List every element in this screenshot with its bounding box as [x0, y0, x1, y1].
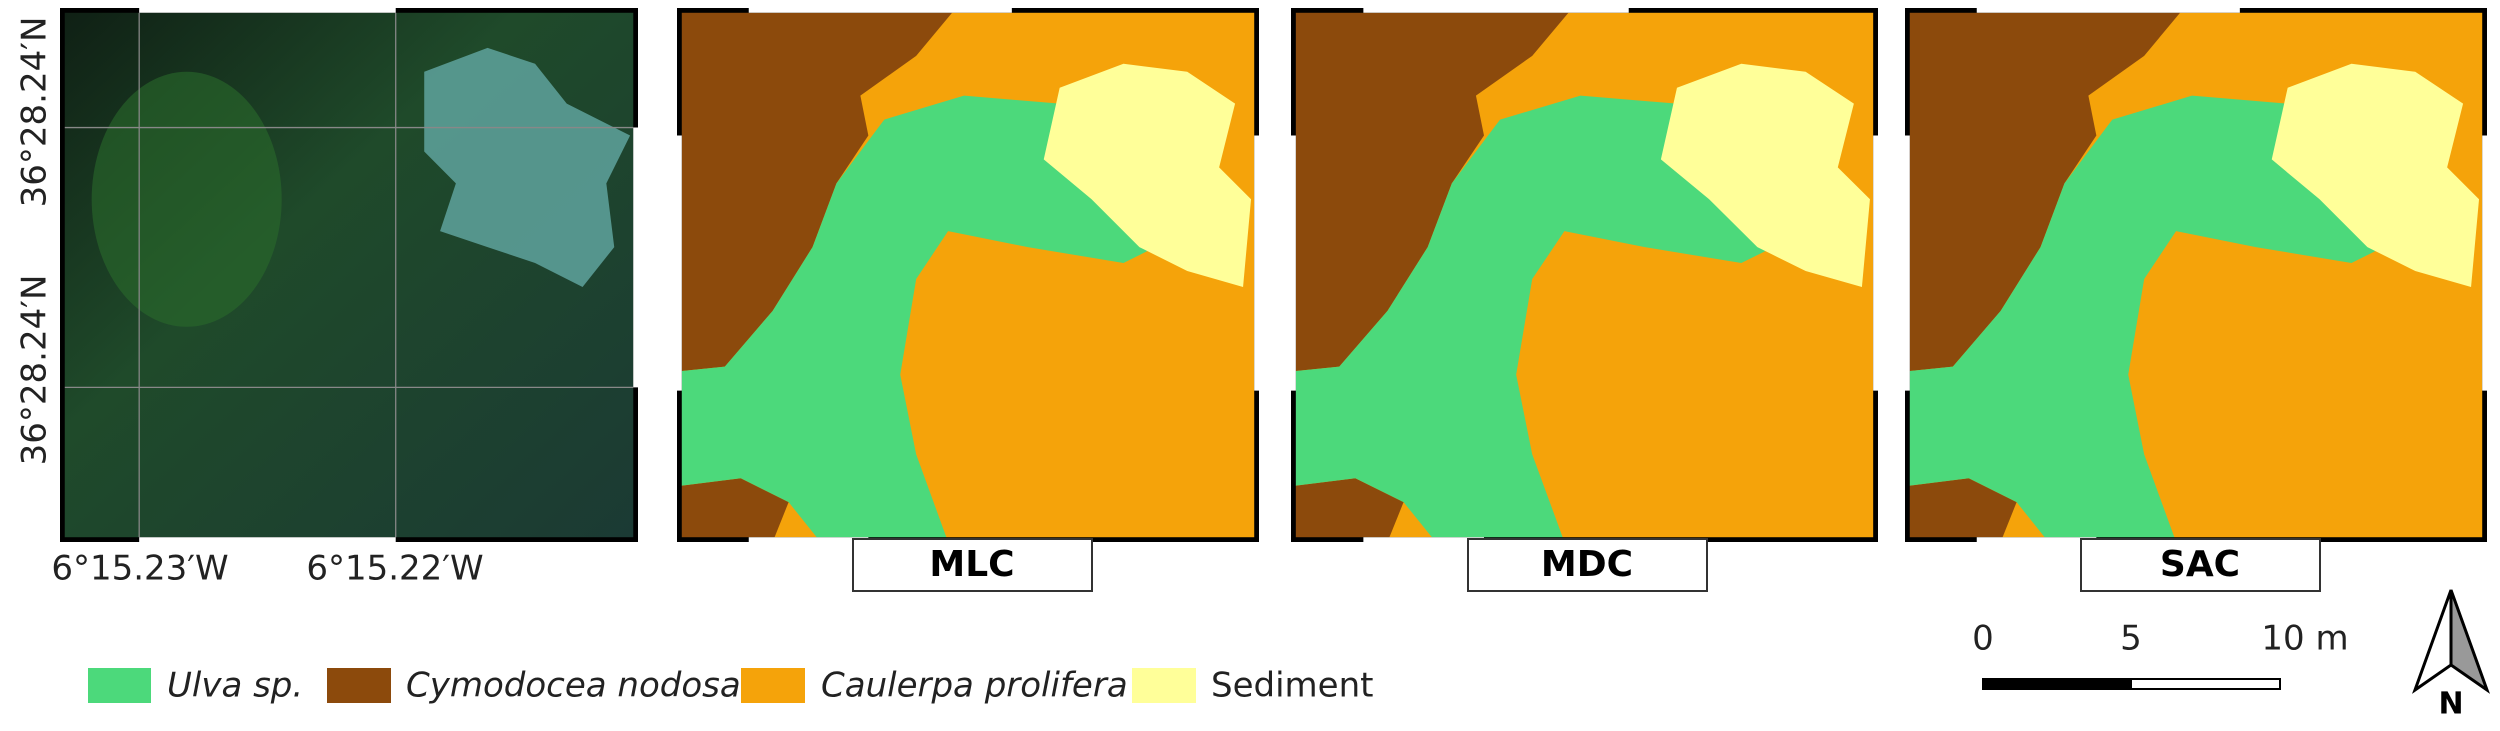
scale-bar: [1982, 678, 2132, 690]
lat-label: 36°28.24′N: [15, 275, 55, 466]
map-panel: [1905, 8, 2487, 542]
panel-label: MDC: [1541, 544, 1633, 585]
lon-label: 6°15.22′W: [306, 549, 483, 589]
legend-label: Ulva sp.: [167, 666, 303, 706]
panel-label: SAC: [2160, 544, 2240, 585]
north-label: N: [2438, 687, 2463, 722]
panel-label: MLC: [929, 544, 1014, 585]
legend-label: Caulerpa prolifera: [821, 666, 1128, 706]
north-arrow: N: [2411, 589, 2491, 722]
lat-label: 36°28.24′N: [15, 17, 55, 208]
legend-swatch: [327, 668, 391, 703]
map-panel: [1291, 8, 1878, 542]
scale-label: 10 m: [2261, 619, 2348, 659]
legend-swatch: [741, 668, 805, 703]
lon-label: 6°15.23′W: [51, 549, 228, 589]
label-box: [2080, 538, 2321, 592]
label-box: [1467, 538, 1708, 592]
legend-swatch: [1132, 668, 1196, 703]
label-box: [852, 538, 1093, 592]
map-panel: [677, 8, 1259, 542]
legend-label: Sediment: [1211, 666, 1373, 706]
scale-bar: [2130, 678, 2281, 690]
legend-swatch: [88, 668, 151, 703]
scale-label: 0: [1972, 619, 1994, 659]
legend-label: Cymodocea nodosa: [406, 666, 741, 706]
satellite-panel: [60, 8, 638, 542]
scale-label: 5: [2120, 619, 2142, 659]
